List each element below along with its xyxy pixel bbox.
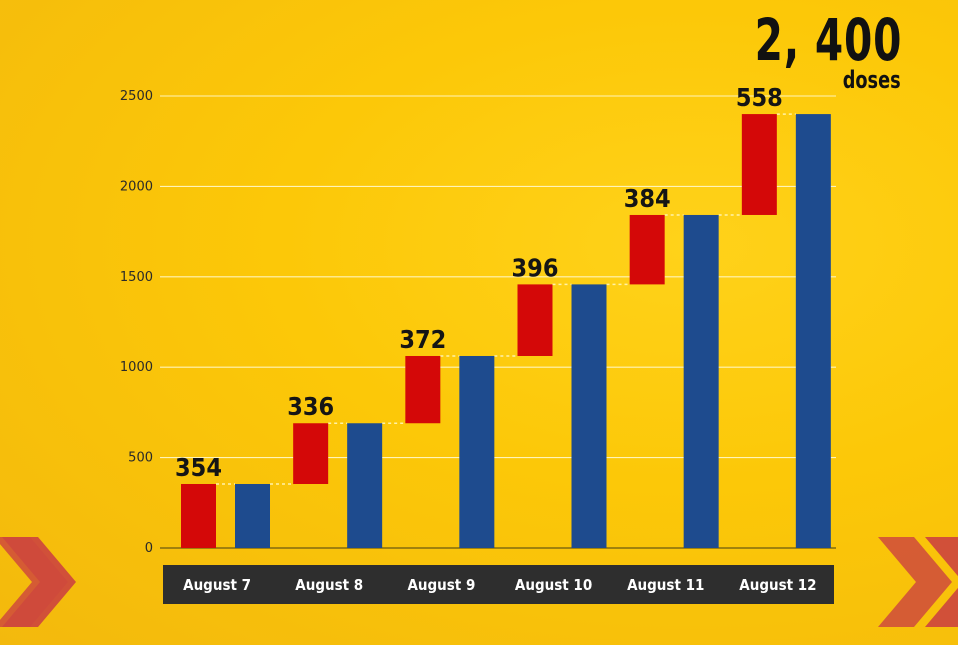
increment-bar <box>741 114 777 215</box>
cumulative-bar <box>459 355 495 548</box>
y-tick-label: 500 <box>128 451 153 466</box>
total-doses-value: 2, 400 <box>754 6 902 74</box>
x-tick-label: August 7 <box>183 576 251 594</box>
increment-bar <box>517 284 553 356</box>
data-labels: 354 336 372 396 384 558 <box>175 83 783 482</box>
data-label: 396 <box>512 253 559 282</box>
y-axis-ticks: 0 500 1000 1500 2000 2500 <box>120 89 153 556</box>
increment-bar <box>293 423 329 484</box>
y-tick-label: 1000 <box>120 360 153 375</box>
cumulative-bar <box>347 423 383 548</box>
x-axis-band: August 7 August 8 August 9 August 10 August … <box>163 565 834 604</box>
total-doses-unit: doses <box>843 66 901 94</box>
increment-bar <box>405 355 441 424</box>
data-label: 336 <box>287 392 334 421</box>
cumulative-bar <box>571 284 607 548</box>
x-tick-label: August 8 <box>295 576 363 594</box>
cumulative-bar <box>795 114 831 548</box>
y-tick-label: 0 <box>145 541 153 556</box>
data-label: 372 <box>399 325 446 354</box>
x-tick-label: August 11 <box>627 576 704 594</box>
data-label: 384 <box>624 184 671 213</box>
x-tick-label: August 12 <box>739 576 816 594</box>
chevron-decoration-icon <box>2 537 76 627</box>
gridlines <box>160 95 836 549</box>
y-tick-label: 2000 <box>120 179 153 194</box>
increment-bar <box>181 483 216 548</box>
cumulative-bar <box>683 214 719 548</box>
chevron-decoration-icon <box>0 537 68 627</box>
connector-lines <box>216 113 796 485</box>
category-axis-band <box>163 565 834 604</box>
chevron-decoration-icon <box>925 537 958 627</box>
chevron-decoration-icon <box>878 537 952 627</box>
bars <box>181 114 831 548</box>
x-tick-label: August 10 <box>515 576 592 594</box>
cumulative-bar <box>235 483 270 548</box>
data-label: 558 <box>736 83 783 112</box>
increment-bar <box>629 214 665 285</box>
y-tick-label: 2500 <box>120 89 153 104</box>
decorations <box>0 537 958 627</box>
x-tick-label: August 9 <box>407 576 475 594</box>
y-tick-label: 1500 <box>120 270 153 285</box>
data-label: 354 <box>175 453 222 482</box>
